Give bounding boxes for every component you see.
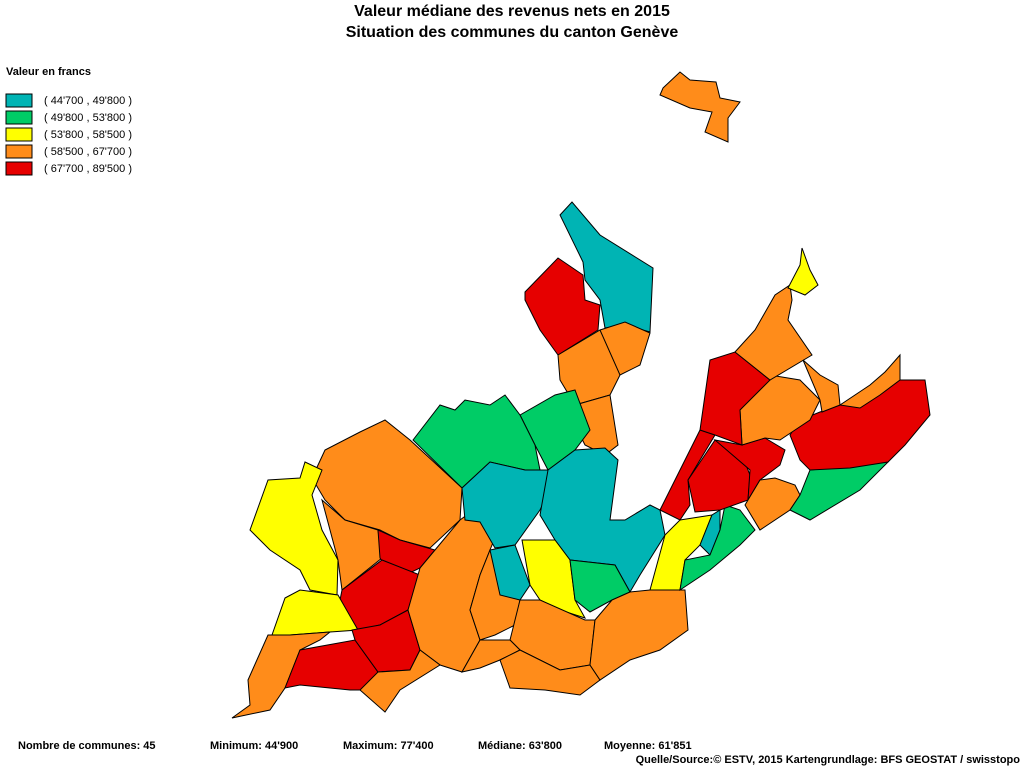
commune [734,284,813,381]
title-line: Valeur médiane des revenus nets en 2015 [354,3,670,20]
legend-label: ( 58'500 , 67'700 ) [44,146,132,158]
legend-label: ( 44'700 , 49'800 ) [44,95,132,107]
title-line: Situation des communes du canton Genève [346,24,679,41]
legend-swatch [5,161,33,176]
stat: Maximum: 77'400 [343,740,434,752]
commune [787,247,819,296]
commune [524,257,601,356]
legend-label: ( 67'700 , 89'500 ) [44,163,132,175]
legend: ( 44'700 , 49'800 ) ( 49'800 , 53'800 ) ( … [5,93,132,176]
commune [359,649,441,713]
legend-swatch [5,110,33,125]
commune [519,389,591,471]
stat: Nombre de communes: 45 [18,740,156,752]
commune [789,461,890,521]
commune [679,504,756,592]
commune [231,631,332,719]
commune [249,461,339,596]
commune [589,589,689,681]
stat: Moyenne: 61'851 [604,740,692,752]
legend-label: ( 53'800 , 58'500 ) [44,129,132,141]
communes [231,71,931,719]
legend-swatch [5,144,33,159]
commune [659,429,716,521]
legend-swatch [5,93,33,108]
commune [699,509,721,556]
commune [739,374,821,446]
legend-title: Valeur en francs [6,66,91,78]
source: Quelle/Source:© ESTV, 2015 Kartengrundla… [636,754,1021,766]
legend-label: ( 49'800 , 53'800 ) [44,112,132,124]
statistics: Nombre de communes: 45 Minimum: 44'900 Max… [18,740,692,752]
commune [838,353,901,409]
commune [521,539,587,619]
commune [789,379,931,471]
stat: Minimum: 44'900 [210,740,298,752]
stat: Médiane: 63'800 [478,740,562,752]
commune [659,71,741,143]
legend-swatch [5,127,33,142]
commune [461,461,556,549]
